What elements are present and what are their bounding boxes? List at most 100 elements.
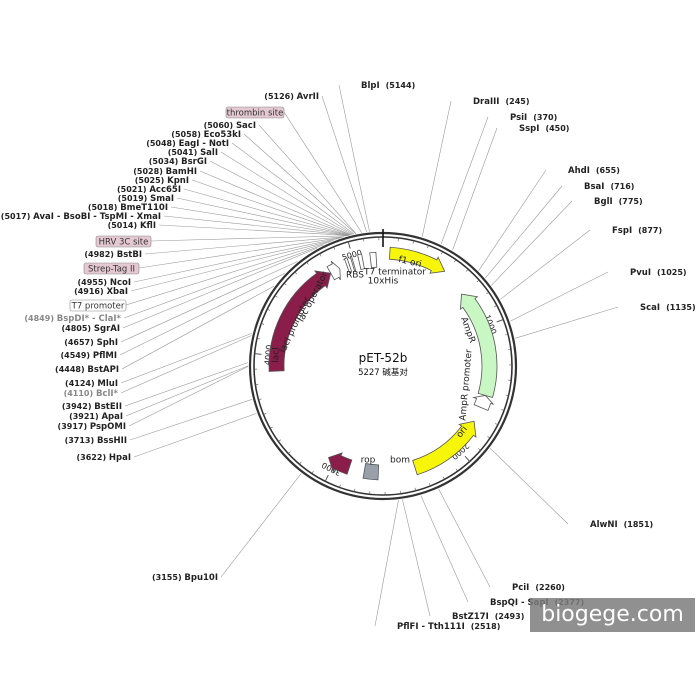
enzyme-position: (5014) (108, 221, 140, 230)
feature-label: rop (361, 456, 376, 466)
enzyme-name: NcoI (110, 278, 131, 288)
site-label-left-20: (4448) BstAPI (55, 365, 119, 375)
boxed-label-0: thrombin site (227, 109, 284, 119)
tick-mark (496, 319, 504, 323)
enzyme-name: MluI (97, 379, 118, 389)
enzyme-name: KpnI (167, 176, 189, 186)
enzyme-position: (245) (505, 97, 529, 106)
enzyme-name: AvaI - BsoBI - TspMI - XmaI (33, 212, 161, 222)
enzyme-position: (5018) (88, 203, 120, 212)
site-label-left-26: (3713) BssHII (65, 436, 127, 446)
tick-mark (339, 484, 341, 488)
enzyme-position: (716) (610, 182, 634, 191)
tick-mark (455, 468, 458, 472)
enzyme-position: (877) (638, 226, 662, 235)
site-leader (199, 170, 352, 236)
enzyme-name: Bpu10I (184, 573, 218, 583)
site-label-left-10: (5018) BmeT110I (88, 203, 168, 213)
site-label-left-17: (4805) SgrAI (61, 324, 120, 334)
site-leader (130, 240, 334, 292)
site-labels: BlpI (5144) DraIII (245) PsiI (370) SspI (450) A… (1, 81, 696, 632)
site-label-left-28: (3155) Bpu10I (152, 573, 218, 583)
enzyme-name: BstBI (117, 250, 142, 260)
enzyme-position: (3155) (152, 573, 184, 582)
enzyme-position: (4124) (65, 379, 97, 388)
site-leader (478, 169, 547, 271)
site-leader (440, 116, 489, 245)
site-label-left-13: (4982) BstBI (84, 250, 142, 260)
enzyme-position: (5048) (146, 139, 178, 148)
tick-mark (324, 474, 329, 482)
enzyme-name: BspDI* - ClaI* (57, 314, 122, 324)
site-leader (120, 261, 298, 343)
site-leader (220, 473, 302, 578)
site-leader (124, 362, 249, 407)
site-leader (120, 332, 253, 384)
site-label-7: FspI (877) (612, 226, 662, 236)
enzyme-position: (5025) (135, 176, 167, 185)
feature-arrow (389, 246, 446, 274)
enzyme-name: SgrAI (94, 324, 120, 334)
enzyme-position: (4982) (84, 250, 116, 259)
box-1 (95, 235, 152, 248)
tick-mark (267, 308, 271, 311)
site-label-2: PsiI (370) (510, 113, 557, 123)
site-leader (170, 206, 350, 236)
site-leader (491, 200, 573, 286)
site-label-left-0: (5126) AvrII (264, 92, 319, 102)
tick-mark (311, 470, 314, 474)
site-label-10: AlwNI (1851) (590, 520, 653, 530)
site-leader (158, 224, 349, 236)
enzyme-position: (2493) (495, 612, 525, 621)
enzyme-position: (450) (545, 124, 569, 133)
box-leader (283, 111, 362, 233)
site-leader (374, 500, 399, 627)
tick-mark (442, 476, 445, 480)
site-label-9: ScaI (1135) (640, 303, 696, 313)
watermark: biogege.com (530, 598, 695, 632)
tick-mark (454, 259, 457, 263)
site-leader (452, 127, 498, 251)
feature-arrow (349, 255, 357, 272)
enzyme-position: (2518) (471, 622, 501, 631)
enzyme-position: (1025) (657, 268, 687, 277)
enzyme-name: SalI (200, 148, 218, 158)
enzyme-name: BssHII (97, 436, 127, 446)
enzyme-position: (4805) (61, 324, 93, 333)
box-0 (225, 106, 285, 119)
box-leader (150, 235, 348, 242)
site-label-left-16: (4849) BspDI* - ClaI* (24, 314, 121, 324)
site-leader (123, 244, 324, 319)
feature-label: RBS (346, 271, 364, 281)
site-label-14: PflFI - Tth111I (2518) (397, 622, 500, 632)
feature-arrow (362, 463, 380, 481)
site-label-4: AhdI (655) (568, 166, 620, 176)
enzyme-position: (5060) (204, 121, 236, 130)
tick-mark (441, 251, 443, 255)
site-leader (231, 142, 355, 235)
site-label-left-9: (5019) SmaI (118, 194, 174, 204)
tick-mark (465, 268, 469, 272)
site-label-6: BglI (775) (594, 197, 643, 207)
enzyme-name: BsaI (584, 182, 604, 192)
site-leader (144, 236, 344, 255)
site-label-left-2: (5058) Eco53kI (171, 130, 241, 140)
feature-label: AmpR promoter (458, 349, 474, 421)
enzyme-name: FspI (612, 226, 632, 236)
enzyme-name: BmeT110I (120, 203, 168, 213)
enzyme-position: (4849) (24, 314, 56, 323)
tick-mark (306, 261, 309, 265)
tick-mark (494, 305, 498, 308)
site-leader (220, 151, 354, 235)
tick-mark (274, 295, 278, 298)
site-label-5: BsaI (716) (584, 182, 634, 192)
enzyme-name: Eco53kI (204, 130, 241, 140)
site-label-left-15: (4916) XbaI (74, 287, 128, 297)
feature-label: T7 terminator (363, 268, 426, 278)
tick-mark (347, 241, 351, 249)
site-leader (129, 399, 253, 441)
tick-mark (254, 353, 262, 355)
feature-arrow (369, 251, 378, 269)
site-label-3: SspI (450) (519, 124, 569, 134)
enzyme-position: (4657) (64, 338, 96, 347)
